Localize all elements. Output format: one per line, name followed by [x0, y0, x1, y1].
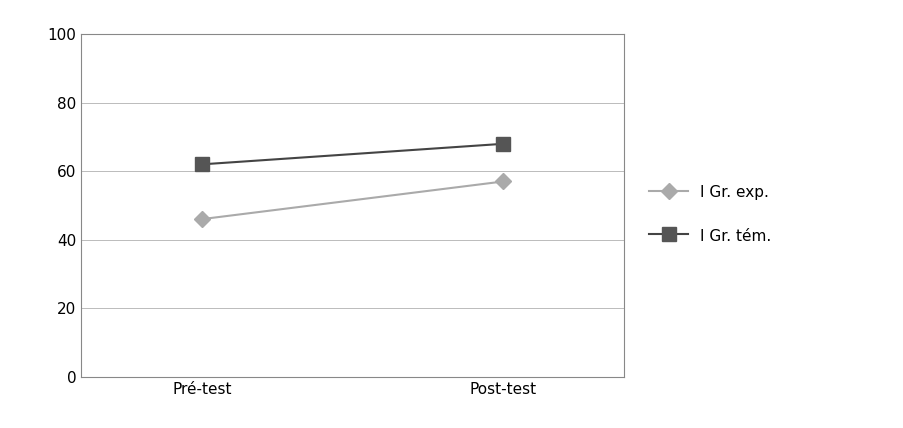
- I Gr. tém.: [196, 162, 207, 167]
- Legend: I Gr. exp., I Gr. tém.: I Gr. exp., I Gr. tém.: [648, 184, 770, 244]
- Line: I Gr. exp.: I Gr. exp.: [196, 176, 508, 225]
- I Gr. exp.: [498, 179, 508, 184]
- Line: I Gr. tém.: I Gr. tém.: [195, 137, 509, 171]
- I Gr. tém.: [498, 141, 508, 146]
- I Gr. exp.: [196, 217, 207, 222]
